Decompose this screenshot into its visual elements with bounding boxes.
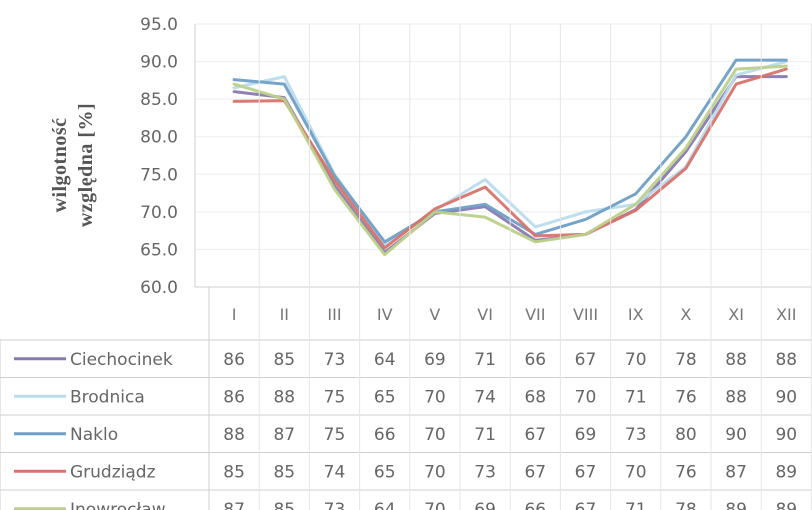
- data-label: 66: [524, 500, 546, 510]
- series-name-label: Ciechocinek: [70, 350, 173, 370]
- data-label: 88: [725, 387, 747, 407]
- data-label: 67: [524, 462, 546, 482]
- data-label: 76: [675, 462, 697, 482]
- data-label: 65: [374, 387, 396, 407]
- data-label: 87: [223, 500, 245, 510]
- x-category-label: I: [232, 305, 237, 324]
- data-label: 89: [775, 462, 797, 482]
- y-tick-label: 60.0: [140, 278, 178, 298]
- data-label: 70: [424, 500, 446, 510]
- data-label: 85: [273, 462, 295, 482]
- data-label: 88: [775, 350, 797, 370]
- x-category-label: VI: [477, 305, 493, 324]
- data-label: 67: [575, 350, 597, 370]
- data-label: 85: [273, 350, 295, 370]
- data-label: 71: [625, 500, 647, 510]
- data-label: 88: [273, 387, 295, 407]
- data-label: 71: [474, 350, 496, 370]
- x-category-label: III: [327, 305, 341, 324]
- data-label: 70: [424, 462, 446, 482]
- data-label: 88: [725, 350, 747, 370]
- x-category-label: XI: [728, 305, 744, 324]
- data-label: 88: [223, 425, 245, 445]
- data-label: 67: [575, 500, 597, 510]
- data-label: 85: [223, 462, 245, 482]
- data-label: 78: [675, 350, 697, 370]
- x-category-label: VII: [525, 305, 545, 324]
- data-label: 69: [424, 350, 446, 370]
- data-label: 89: [775, 500, 797, 510]
- y-tick-label: 65.0: [140, 240, 178, 260]
- x-category-label: VIII: [573, 305, 598, 324]
- data-label: 64: [374, 500, 396, 510]
- y-tick-label: 80.0: [140, 128, 178, 148]
- y-tick-label: 75.0: [140, 165, 178, 185]
- data-label: 87: [725, 462, 747, 482]
- data-label: 67: [524, 425, 546, 445]
- data-label: 73: [324, 500, 346, 510]
- y-tick-label: 70.0: [140, 203, 178, 223]
- data-label: 73: [625, 425, 647, 445]
- data-label: 86: [223, 350, 245, 370]
- data-label: 70: [575, 387, 597, 407]
- x-category-label: V: [429, 305, 440, 324]
- data-label: 89: [725, 500, 747, 510]
- data-label: 71: [625, 387, 647, 407]
- y-tick-label: 90.0: [140, 53, 178, 73]
- data-label: 73: [474, 462, 496, 482]
- x-category-label: II: [280, 305, 289, 324]
- data-label: 85: [273, 500, 295, 510]
- series-name-label: Naklo: [70, 425, 118, 445]
- data-label: 80: [675, 425, 697, 445]
- series-name-label: Brodnica: [70, 387, 145, 407]
- data-label: 64: [374, 350, 396, 370]
- data-label: 65: [374, 462, 396, 482]
- x-category-label: IV: [377, 305, 393, 324]
- data-label: 66: [524, 350, 546, 370]
- data-label: 71: [474, 425, 496, 445]
- data-label: 68: [524, 387, 546, 407]
- y-tick-label: 85.0: [140, 90, 178, 110]
- data-label: 67: [575, 462, 597, 482]
- series-name-label: Grudziądz: [70, 462, 156, 482]
- data-label: 69: [575, 425, 597, 445]
- y-axis-title-line1: wilgotność: [49, 118, 71, 213]
- y-axis-title: wilgotność względna [%]: [49, 103, 97, 227]
- data-label: 73: [324, 350, 346, 370]
- data-label: 69: [474, 500, 496, 510]
- data-label: 74: [324, 462, 346, 482]
- series-name-label: Inowrocław: [70, 500, 166, 510]
- y-axis-title-line2: względna [%]: [75, 103, 97, 227]
- y-tick-label: 95.0: [140, 15, 178, 35]
- data-label: 78: [675, 500, 697, 510]
- data-label: 90: [725, 425, 747, 445]
- data-label: 76: [675, 387, 697, 407]
- data-label: 70: [424, 387, 446, 407]
- data-label: 70: [625, 350, 647, 370]
- data-label: 74: [474, 387, 496, 407]
- x-category-label: IX: [628, 305, 644, 324]
- data-label: 75: [324, 425, 346, 445]
- x-category-label: XII: [776, 305, 796, 324]
- x-category-label: X: [680, 305, 691, 324]
- data-label: 70: [424, 425, 446, 445]
- data-label: 87: [273, 425, 295, 445]
- data-label: 90: [775, 425, 797, 445]
- data-label: 90: [775, 387, 797, 407]
- data-label: 70: [625, 462, 647, 482]
- data-label: 66: [374, 425, 396, 445]
- data-label: 75: [324, 387, 346, 407]
- data-label: 86: [223, 387, 245, 407]
